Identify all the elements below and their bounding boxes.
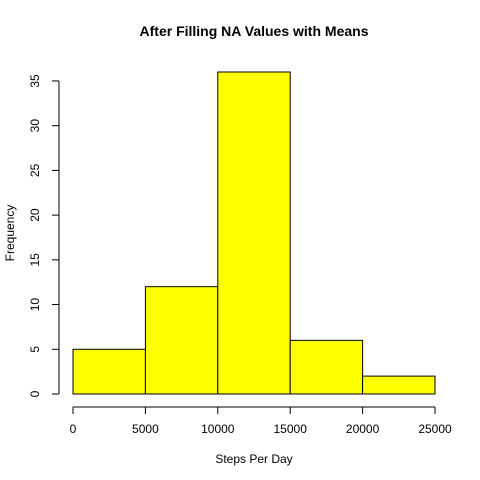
x-axis-label: Steps Per Day [215,452,292,466]
x-tick-label: 25000 [418,422,452,436]
y-tick-label: 20 [28,208,42,222]
y-axis: 0 5 10 15 20 25 30 35 [28,74,60,397]
bars-group [72,71,436,395]
histogram-bar-1 [144,286,219,395]
x-axis: 0 5000 10000 15000 20000 25000 [70,406,452,436]
y-tick-label: 5 [28,346,42,353]
histogram-bar-2 [217,71,291,395]
y-tick-label: 25 [28,163,42,177]
y-tick-label: 30 [28,119,42,133]
y-tick-label: 10 [28,298,42,312]
histogram-bar-3 [289,339,364,395]
x-tick-label: 15000 [274,422,308,436]
x-tick-label: 5000 [132,422,159,436]
y-tick-label: 0 [28,390,42,397]
y-axis-label: Frequency [3,205,17,262]
x-tick-label: 20000 [346,422,380,436]
y-tick-label: 15 [28,253,42,267]
x-tick-label: 10000 [201,422,235,436]
y-tick-label: 35 [28,74,42,88]
chart-title: After Filling NA Values with Means [140,23,369,39]
histogram-bar-4 [362,375,436,395]
x-tick-label: 0 [70,422,77,436]
histogram-bar-0 [72,348,146,395]
